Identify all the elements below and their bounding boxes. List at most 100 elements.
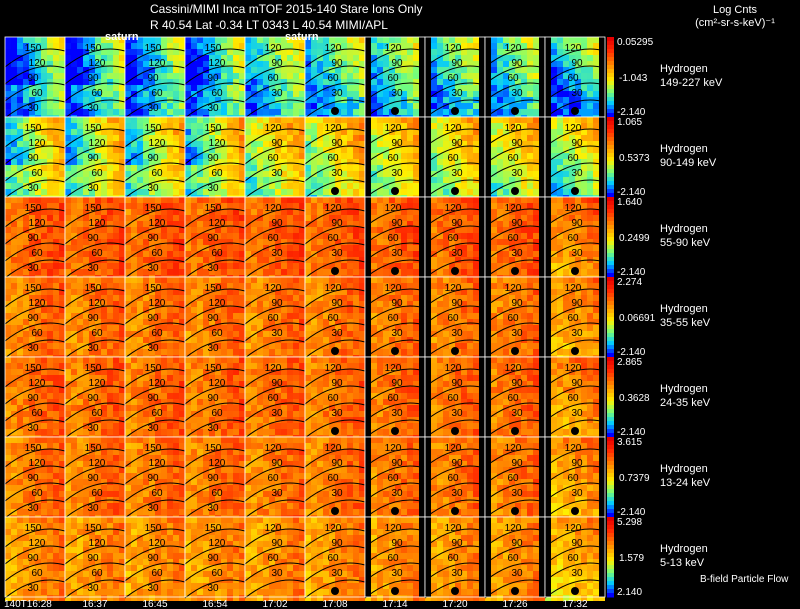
colorbar xyxy=(607,357,614,438)
contour-line xyxy=(64,162,126,182)
contour-line xyxy=(184,162,246,182)
panel-cell: 120 90 60 30 xyxy=(364,356,426,441)
panel-cell: 120 90 60 30 xyxy=(484,196,546,281)
contour-line xyxy=(424,419,486,439)
contour-label: 120 xyxy=(445,43,462,54)
contour-label: 120 xyxy=(565,523,582,534)
contour-line xyxy=(364,579,426,599)
contour-line xyxy=(364,288,426,308)
contour-label: 60 xyxy=(267,233,279,244)
colorbar-max-label: 0.05295 xyxy=(617,37,654,48)
contour-line xyxy=(4,259,66,279)
contour-line xyxy=(364,482,426,502)
contour-label: 30 xyxy=(271,168,283,179)
contour-line xyxy=(64,499,126,519)
contour-label: 60 xyxy=(267,153,279,164)
panel-cell: 120 90 60 30 xyxy=(484,436,546,521)
contour-line xyxy=(424,322,486,342)
contour-label: 90 xyxy=(271,138,283,149)
contour-line xyxy=(544,48,606,68)
colorbar-mid-label: 0.2499 xyxy=(619,233,650,244)
panel-cell: 120 90 60 30 xyxy=(424,116,486,201)
panel-cell: 120 90 60 30 xyxy=(544,116,606,201)
contour-line xyxy=(544,145,606,165)
contour-label: 120 xyxy=(265,363,282,374)
contour-label: 90 xyxy=(391,538,403,549)
contour-line xyxy=(484,368,546,388)
contour-line xyxy=(124,545,186,565)
contour-label: 90 xyxy=(207,73,219,84)
contour-label: 90 xyxy=(207,153,219,164)
time-label: 17:14 xyxy=(382,599,407,609)
contour-label: 60 xyxy=(327,313,339,324)
contour-line xyxy=(424,99,486,119)
contour-label: 60 xyxy=(211,328,223,339)
panel-row-7: 1501209060301501209060301501209060301501… xyxy=(4,516,708,601)
colorbar-mid-label: 0.3628 xyxy=(619,393,650,404)
contour-label: 120 xyxy=(209,538,226,549)
contour-label: 120 xyxy=(385,43,402,54)
contour-label: 90 xyxy=(87,233,99,244)
contour-line xyxy=(484,128,546,148)
panel-cell: 120 90 60 30 xyxy=(424,356,486,441)
contour-label: 90 xyxy=(451,458,463,469)
panel-cell: 120 90 60 30 xyxy=(364,436,426,521)
contour-line xyxy=(124,48,186,68)
contour-line xyxy=(64,179,126,199)
contour-line xyxy=(304,128,366,148)
contour-line xyxy=(364,145,426,165)
contour-label: 60 xyxy=(567,233,579,244)
contour-line xyxy=(304,339,366,359)
time-label: 17:02 xyxy=(262,599,287,609)
contour-label: 120 xyxy=(149,138,166,149)
contour-line xyxy=(4,145,66,165)
contour-line xyxy=(124,145,186,165)
panel-cell: 120 90 60 30 xyxy=(544,276,606,361)
contour-label: 150 xyxy=(145,523,162,534)
contour-line xyxy=(484,288,546,308)
contour-line xyxy=(424,339,486,359)
contour-label: 60 xyxy=(31,328,43,339)
contour-label: 120 xyxy=(209,58,226,69)
flow-marker xyxy=(391,107,399,115)
contour-line xyxy=(364,162,426,182)
panel-cell: 120 90 60 30 xyxy=(364,196,426,281)
contour-line xyxy=(4,225,66,245)
contour-label: 90 xyxy=(391,218,403,229)
flow-marker xyxy=(391,507,399,515)
contour-label: 120 xyxy=(325,363,342,374)
contour-label: 30 xyxy=(147,183,159,194)
panel-cell: 120 90 60 30 xyxy=(244,276,306,361)
contour-line xyxy=(64,448,126,468)
contour-label: 90 xyxy=(87,553,99,564)
contour-line xyxy=(244,562,306,582)
colorbar-mid-label: 1.579 xyxy=(619,553,644,564)
contour-line xyxy=(64,322,126,342)
flow-marker xyxy=(451,107,459,115)
contour-label: 60 xyxy=(151,568,163,579)
contour-label: 60 xyxy=(151,488,163,499)
contour-label: 30 xyxy=(511,88,523,99)
contour-label: 30 xyxy=(571,328,583,339)
contour-line xyxy=(4,385,66,405)
contour-line xyxy=(364,48,426,68)
contour-label: 120 xyxy=(565,443,582,454)
contour-line xyxy=(424,82,486,102)
contour-line xyxy=(364,545,426,565)
panel-cell: 120 90 60 30 xyxy=(484,516,546,601)
panel-cell: 150 120 90 60 30 xyxy=(124,276,186,361)
contour-label: 60 xyxy=(211,568,223,579)
contour-line xyxy=(364,368,426,388)
contour-label: 90 xyxy=(331,378,343,389)
contour-line xyxy=(124,482,186,502)
contour-line xyxy=(184,368,246,388)
contour-label: 120 xyxy=(29,138,46,149)
flow-marker xyxy=(571,427,579,435)
contour-line xyxy=(64,305,126,325)
contour-line xyxy=(304,208,366,228)
units-line1: Log Cnts xyxy=(712,4,758,16)
contour-label: 60 xyxy=(267,313,279,324)
colorbar-min-label: 2.140 xyxy=(617,587,642,598)
panel-cell: 150 120 90 60 30 xyxy=(124,356,186,441)
